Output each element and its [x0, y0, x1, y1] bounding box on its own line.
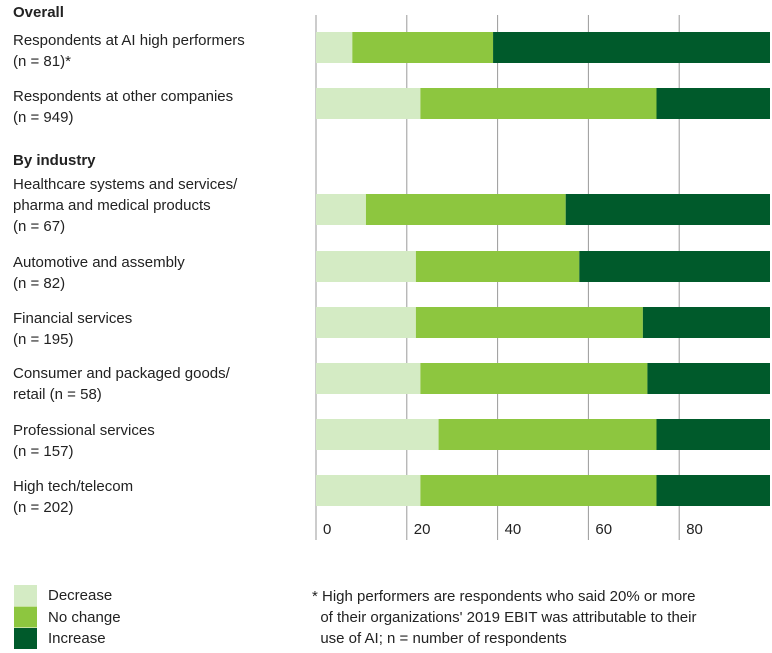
category-label: Professional services (n = 157) [13, 422, 155, 460]
x-tick-label: 40 [505, 521, 522, 538]
bar-segment [415, 251, 580, 282]
bar-segment [656, 475, 770, 506]
bar-segment [316, 475, 421, 506]
bar-segment [316, 307, 416, 338]
category-label: Respondents at other companies (n = 949) [13, 88, 234, 126]
x-tick-label: 80 [686, 521, 703, 538]
bar-segment [316, 194, 366, 225]
category-label: Automotive and assembly (n = 82) [13, 254, 185, 292]
bar-segment [493, 32, 770, 63]
bar-segment [579, 251, 770, 282]
group-label: By industry [13, 152, 96, 169]
legend-swatch [14, 606, 37, 628]
bar-segment [365, 194, 566, 225]
legend-swatch [14, 585, 37, 606]
bar-segment [420, 475, 657, 506]
bar-segment [316, 88, 421, 119]
x-tick-label: 20 [414, 521, 431, 538]
legend-label: Decrease [48, 587, 113, 604]
bar-segment [316, 419, 439, 450]
bar-segment [316, 32, 353, 63]
legend-label: No change [48, 608, 121, 626]
category-label: Healthcare systems and services/ pharma … [13, 176, 238, 235]
group-label: Overall [13, 4, 64, 21]
category-label: Respondents at AI high performers (n = 8… [13, 32, 245, 70]
category-label: High tech/telecom (n = 202) [13, 478, 134, 516]
bar-segment [316, 363, 421, 394]
footnote: * High performers are respondents who sa… [312, 588, 697, 647]
bar-segment [656, 419, 770, 450]
bar-segment [656, 88, 770, 119]
bar-segment [316, 251, 416, 282]
category-label: Consumer and packaged goods/ retail (n =… [13, 365, 230, 403]
x-tick-label: 0 [323, 521, 331, 538]
bar-segment [415, 307, 643, 338]
category-label: Financial services (n = 195) [13, 310, 133, 348]
bar-segment [438, 419, 657, 450]
bar-segment [352, 32, 494, 63]
bar-segment [642, 307, 770, 338]
bar-segment [647, 363, 770, 394]
bar-segment [420, 363, 648, 394]
legend-label: Increase [48, 630, 106, 647]
x-tick-label: 60 [595, 521, 612, 538]
bar-segment [565, 194, 770, 225]
bar-segment [420, 88, 657, 119]
legend-swatch [14, 628, 37, 649]
